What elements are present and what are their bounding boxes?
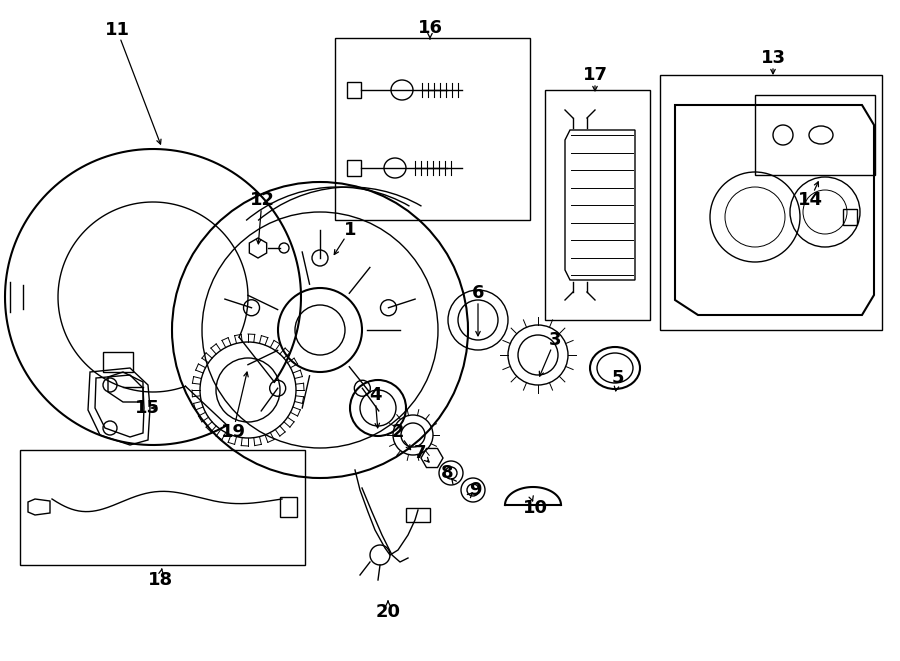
Text: 2: 2	[392, 423, 404, 441]
Text: 14: 14	[797, 191, 823, 209]
Bar	[280, 497, 297, 517]
Bar	[20, 450, 305, 565]
Text: 11: 11	[104, 21, 130, 39]
Text: 10: 10	[523, 499, 547, 517]
Text: 6: 6	[472, 284, 484, 302]
Ellipse shape	[391, 80, 413, 100]
Bar	[660, 75, 882, 330]
Text: 4: 4	[369, 386, 382, 404]
Text: 19: 19	[220, 423, 246, 441]
Text: 15: 15	[134, 399, 159, 417]
Text: 9: 9	[469, 481, 482, 499]
Bar	[755, 95, 875, 175]
Text: 12: 12	[249, 191, 274, 209]
Text: 8: 8	[441, 464, 454, 482]
Text: 18: 18	[148, 571, 173, 589]
Text: 5: 5	[612, 369, 625, 387]
Text: 16: 16	[418, 19, 443, 37]
Text: 3: 3	[549, 331, 562, 349]
Ellipse shape	[384, 158, 406, 178]
Text: 1: 1	[344, 221, 356, 239]
Bar	[545, 90, 650, 320]
Text: 17: 17	[582, 66, 608, 84]
Bar	[335, 38, 530, 220]
Bar	[843, 209, 857, 225]
Text: 20: 20	[375, 603, 401, 621]
Text: 7: 7	[414, 444, 427, 462]
Text: 13: 13	[760, 49, 786, 67]
Bar	[406, 508, 430, 522]
